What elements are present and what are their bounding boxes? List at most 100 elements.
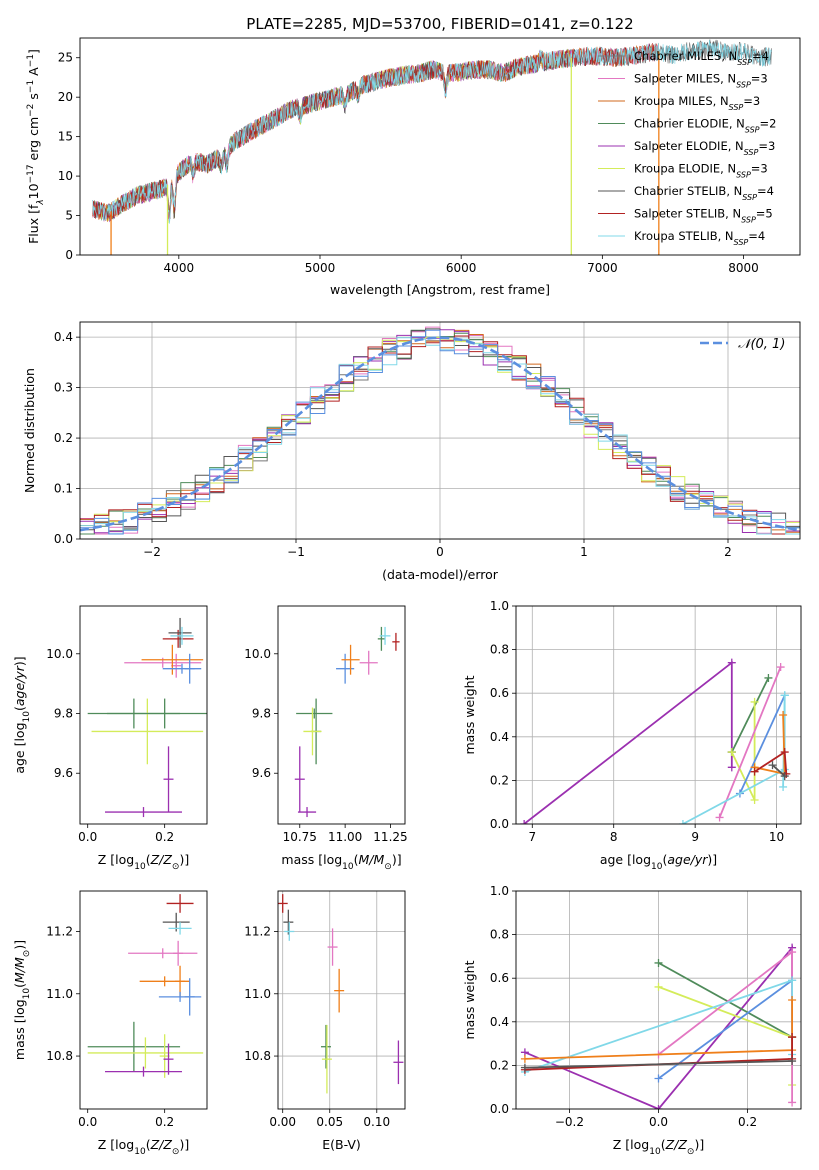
x-axis-label: Z [log10(Z/Z⊙)] <box>98 852 189 872</box>
axes-frame <box>277 605 406 825</box>
x-tick-label: 0.10 <box>363 1115 390 1129</box>
errorbar-point <box>166 894 194 913</box>
axis-ticks: 4000 5000 6000 7000 8000 0 5 10 15 20 25 <box>58 51 759 275</box>
y-axis-label: mass [log10(M/M⊙)] <box>12 940 32 1060</box>
weight-line <box>524 1060 793 1069</box>
legend-entry: Chabrier STELIB, NSSP=4 <box>634 184 774 202</box>
spectrum-line <box>92 42 659 220</box>
x-tick-label: 0.2 <box>738 1115 757 1129</box>
y-tick-label: 5 <box>65 209 73 223</box>
mass-weight-vs-age-panel: 7 8 9 10 0.0 0.2 0.4 0.6 0.8 1.0 age [log10(age/yr… <box>462 599 802 872</box>
errorbar-point <box>163 746 174 813</box>
y-tick-label: 10.0 <box>46 647 73 661</box>
x-tick-label: 2 <box>724 545 732 559</box>
axis-ticks: −0.2 0.0 0.2 0.0 0.2 0.4 0.6 0.8 1.0 <box>490 884 757 1129</box>
x-tick-label: 11.00 <box>328 830 362 844</box>
y-tick-label: 9.8 <box>252 707 271 721</box>
normal-curve <box>80 336 800 532</box>
errorbar-point <box>105 1066 182 1077</box>
errorbar-point <box>91 698 204 765</box>
weight-line <box>739 695 786 794</box>
weight-marker <box>715 813 724 822</box>
legend-entry: Salpeter ELODIE, NSSP=3 <box>634 139 775 157</box>
errorbar-point <box>303 707 322 756</box>
x-axis-label: Z [log10(Z/Z⊙)] <box>613 1137 704 1157</box>
mass-vs-ebv-panel: 0.00 0.05 0.10 10.8 11.0 11.2 E(B-V) <box>244 890 406 1152</box>
y-tick-label: 9.6 <box>54 766 73 780</box>
x-axis-label: E(B-V) <box>322 1137 361 1152</box>
histogram-step <box>80 329 800 535</box>
x-tick-label: 9 <box>691 830 699 844</box>
mass-weight-vs-metallicity-panel: −0.2 0.0 0.2 0.0 0.2 0.4 0.6 0.8 1.0 Z [log10(Z/Z… <box>462 884 802 1157</box>
x-tick-label: 5000 <box>305 261 336 275</box>
weight-marker <box>520 1054 529 1063</box>
x-tick-label: 8000 <box>728 261 759 275</box>
errorbar-point <box>87 1021 181 1072</box>
figure-title: PLATE=2285, MJD=53700, FIBERID=0141, z=0… <box>246 15 633 33</box>
y-tick-label: 0.0 <box>490 817 509 831</box>
errorbar-point <box>184 978 195 1016</box>
x-tick-label: 8 <box>610 830 618 844</box>
weight-marker <box>520 1063 529 1072</box>
weight-line <box>682 695 786 824</box>
legend-entry: Kroupa MILES, NSSP=3 <box>634 94 760 112</box>
x-tick-label: −1 <box>287 545 305 559</box>
weight-marker <box>764 673 773 682</box>
grid-lines <box>516 605 801 825</box>
axis-ticks: 0.0 0.2 9.6 9.8 10.0 <box>46 647 174 844</box>
errorbar-point <box>297 807 317 818</box>
weight-line <box>523 660 733 824</box>
errorbar-point <box>278 894 288 913</box>
weight-marker <box>788 1098 797 1107</box>
errorbar-point <box>379 626 391 645</box>
x-tick-label: 0.0 <box>78 1115 97 1129</box>
spectrum-line <box>92 39 772 224</box>
errorbar-point <box>87 1037 204 1069</box>
weight-marker <box>780 691 789 700</box>
legend-entry: Kroupa STELIB, NSSP=4 <box>634 229 765 247</box>
weight-marker <box>654 1074 663 1083</box>
errorbar-point <box>321 1024 332 1094</box>
plot-area <box>92 39 772 255</box>
errorbar-point <box>163 1043 174 1075</box>
weight-marker <box>780 772 789 781</box>
x-tick-label: 1 <box>580 545 588 559</box>
legend-entry: Chabrier ELODIE, NSSP=2 <box>634 117 776 135</box>
errorbar-point <box>341 644 360 675</box>
errorbar-point <box>168 922 192 935</box>
spectrum-line <box>92 43 659 222</box>
y-tick-label: 0.6 <box>490 686 509 700</box>
weight-line <box>658 962 793 1038</box>
y-axis-label: mass weight <box>462 675 477 754</box>
plot-area <box>87 617 207 818</box>
weight-marker <box>788 948 797 957</box>
x-tick-label: 7000 <box>587 261 618 275</box>
x-tick-label: 0.2 <box>155 1115 174 1129</box>
errorbar-point <box>336 653 355 684</box>
y-tick-label: 9.8 <box>54 707 73 721</box>
axes-frame <box>79 890 208 1110</box>
errorbar-point <box>284 922 295 941</box>
weight-line <box>657 979 793 1080</box>
weight-marker <box>788 996 797 1004</box>
weight-marker <box>750 697 759 706</box>
y-tick-label: 20 <box>58 90 73 104</box>
y-tick-label: 11.0 <box>46 987 73 1001</box>
x-tick-label: 11.25 <box>373 830 407 844</box>
legend: Chabrier MILES, NSSP=4 Salpeter MILES, NS… <box>598 49 776 247</box>
errorbar-point <box>175 965 186 997</box>
y-tick-label: 0.4 <box>54 330 73 344</box>
errorbar-point <box>168 617 192 648</box>
weight-marker <box>779 711 788 719</box>
legend-entry: Chabrier MILES, NSSP=4 <box>634 49 769 67</box>
y-tick-label: 0.6 <box>490 971 509 985</box>
axes-frame <box>79 605 208 825</box>
y-tick-label: 0.0 <box>54 532 73 546</box>
weight-marker <box>654 958 663 967</box>
x-tick-label: 4000 <box>164 261 195 275</box>
weight-marker <box>520 820 529 824</box>
x-axis-label: mass [log10(M/M⊙)] <box>281 852 401 872</box>
errorbar-point <box>327 928 338 966</box>
x-tick-label: 0.2 <box>155 830 174 844</box>
x-axis-label: wavelength [Angstrom, rest frame] <box>330 282 550 297</box>
